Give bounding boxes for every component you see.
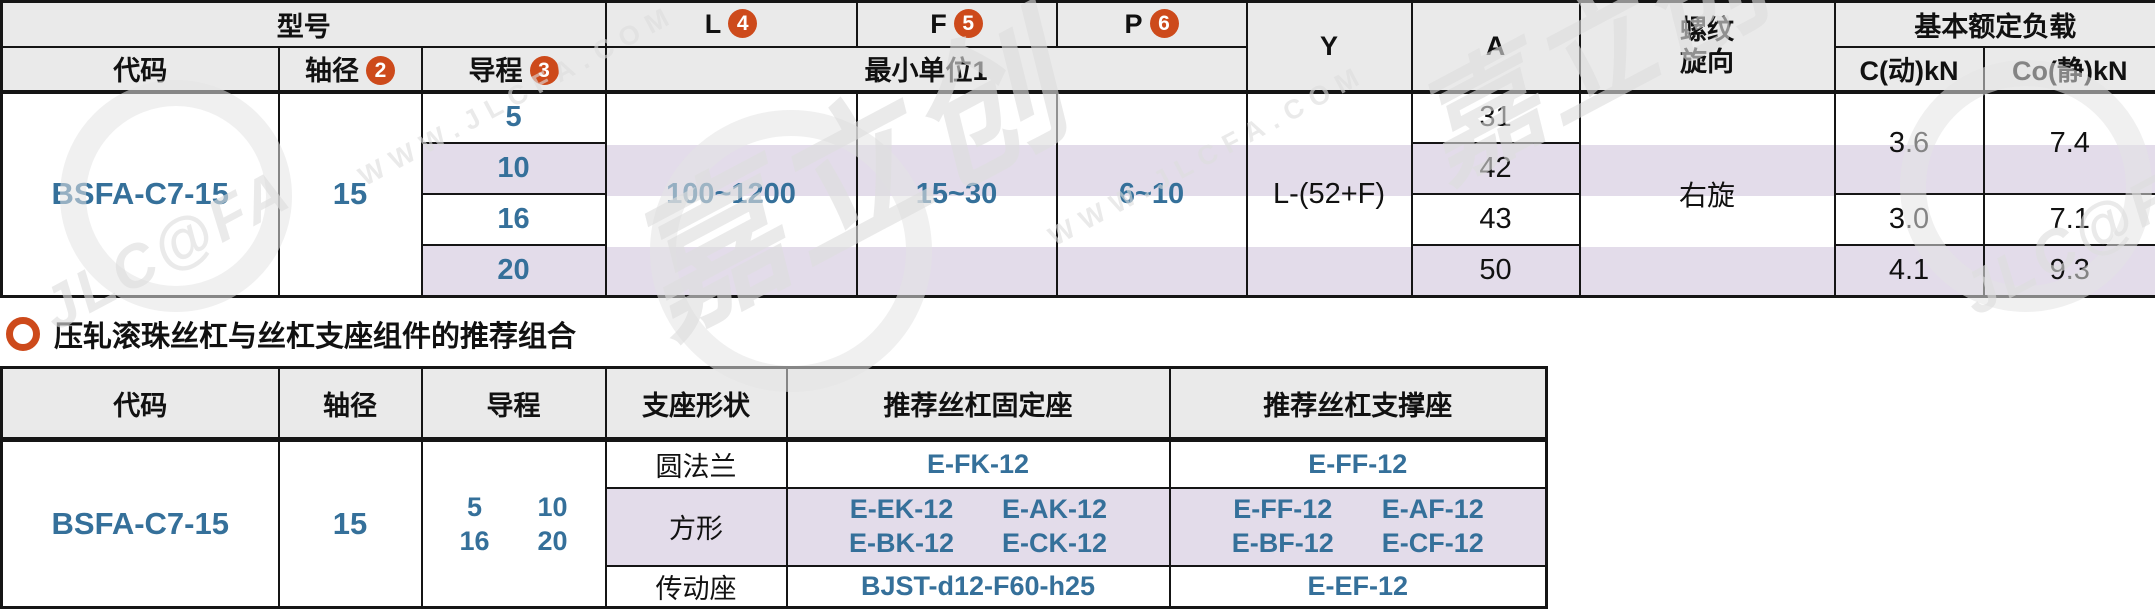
code-header-label: 代码 <box>113 390 168 421</box>
model-header-label: 型号 <box>276 11 331 42</box>
thread-header-line2: 旋向 <box>1680 47 1735 78</box>
shape-cell: 圆法兰 <box>604 438 788 489</box>
basic-load-label: 基本额定负载 <box>1914 11 2077 42</box>
badge-6-icon: 6 <box>1149 8 1179 38</box>
shaft-value-cell: 15 <box>277 438 423 609</box>
lead-values: 5 10 16 20 <box>424 491 604 557</box>
shape-header-cell: 支座形状 <box>604 366 788 442</box>
f-header-label: F <box>930 8 947 39</box>
thread-header-line1: 螺纹 <box>1680 15 1735 46</box>
lead-header-label: 导程 <box>486 390 541 421</box>
badge-5-icon: 5 <box>953 8 983 38</box>
f-range-cell: 15~30 <box>855 90 1058 298</box>
lead-value: 10 <box>537 491 568 522</box>
seat-code: E-FF-12 <box>1233 494 1333 524</box>
code-header-cell: 代码 <box>0 45 280 94</box>
thread-direction-cell: 右旋 <box>1578 90 1836 298</box>
fixed-seat-header-label: 推荐丝杠固定座 <box>883 390 1073 421</box>
p-range-cell: 6~10 <box>1055 90 1248 298</box>
c-static-cell: 9.3 <box>1982 243 2155 298</box>
seat-code: E-EK-12 <box>849 494 954 524</box>
a-value-cell: 43 <box>1410 192 1581 246</box>
code-value-cell: BSFA-C7-15 <box>0 90 280 298</box>
seat-code: E-BK-12 <box>848 528 954 558</box>
lead-value: 20 <box>537 525 568 556</box>
c-dynamic-cell: 4.1 <box>1833 243 1985 298</box>
support-seat-header-cell: 推荐丝杠支撑座 <box>1168 366 1548 442</box>
shaft-value-cell: 15 <box>277 90 423 298</box>
c-static-cell: 7.1 <box>1982 192 2155 246</box>
basic-load-header-cell: 基本额定负载 <box>1833 0 2155 48</box>
c-dynamic-header-cell: C(动)kN <box>1833 45 1985 94</box>
lead-value-cell: 20 <box>420 243 607 298</box>
c-static-label: Co(静)kN <box>2012 56 2128 86</box>
y-header-cell: Y <box>1245 0 1413 94</box>
seat-code: E-AK-12 <box>1002 494 1108 524</box>
fixed-seat-header-cell: 推荐丝杠固定座 <box>785 366 1171 442</box>
badge-4-icon: 4 <box>728 8 758 38</box>
section-bullet-icon <box>6 317 40 351</box>
y-formula-cell: L-(52+F) <box>1245 90 1413 298</box>
lead-header-cell: 导程 3 <box>420 45 607 94</box>
code-header-label: 代码 <box>113 56 168 86</box>
lead-value-cell: 10 <box>420 141 607 195</box>
a-value-cell: 31 <box>1410 90 1581 144</box>
l-header-label: L <box>704 8 722 39</box>
shaft-header-label: 轴径 <box>323 390 377 421</box>
support-seat-codes: E-FF-12 E-AF-12 E-BF-12 E-CF-12 <box>1172 494 1545 559</box>
a-header-cell: A <box>1410 0 1581 94</box>
c-dynamic-cell: 3.6 <box>1833 90 1985 195</box>
support-seat-cell: E-FF-12 E-AF-12 E-BF-12 E-CF-12 <box>1168 486 1548 567</box>
shape-header-label: 支座形状 <box>642 390 750 421</box>
code-value-cell: BSFA-C7-15 <box>0 438 280 609</box>
y-header-label: Y <box>1320 30 1339 61</box>
support-seat-header-label: 推荐丝杠支撑座 <box>1263 390 1453 421</box>
fixed-seat-cell: E-FK-12 <box>785 438 1171 489</box>
thread-direction-header-cell: 螺纹 旋向 <box>1578 0 1836 94</box>
lead-value-cell: 5 <box>420 90 607 144</box>
shape-cell: 传动座 <box>604 564 788 609</box>
lead-header-label: 导程 <box>468 56 523 86</box>
lead-value: 16 <box>459 525 490 556</box>
fixed-seat-cell: E-EK-12 E-AK-12 E-BK-12 E-CK-12 <box>785 486 1171 567</box>
min-unit-header-cell: 最小单位1 <box>604 45 1248 94</box>
shaft-header-cell: 轴径 <box>277 366 423 442</box>
c-static-header-cell: Co(静)kN <box>1982 45 2155 94</box>
fixed-seat-cell: BJST-d12-F60-h25 <box>785 564 1171 609</box>
lead-value: 5 <box>466 491 482 522</box>
support-seat-cell: E-FF-12 <box>1168 438 1548 489</box>
combo-table: 代码 轴径 导程 支座形状 推荐丝杠固定座 推荐丝杠支撑座 BSFA-C7-15… <box>0 366 1548 609</box>
seat-code: E-CK-12 <box>1002 528 1108 558</box>
section-title: 压轧滚珠丝杠与丝杠支座组件的推荐组合 <box>6 310 576 358</box>
seat-code: E-AF-12 <box>1381 494 1484 524</box>
code-header-cell: 代码 <box>0 366 280 442</box>
badge-3-icon: 3 <box>529 56 559 85</box>
model-header-cell: 型号 <box>0 0 607 48</box>
p-header-label: P <box>1124 8 1143 39</box>
c-static-cell: 7.4 <box>1982 90 2155 195</box>
c-dynamic-label: C(动)kN <box>1859 56 1959 86</box>
lead-header-cell: 导程 <box>420 366 607 442</box>
shaft-header-label: 轴径 <box>305 56 359 86</box>
seat-code: E-BF-12 <box>1231 528 1334 558</box>
lead-value-cell: 16 <box>420 192 607 246</box>
a-value-cell: 50 <box>1410 243 1581 298</box>
a-header-label: A <box>1485 30 1506 61</box>
c-dynamic-cell: 3.0 <box>1833 192 1985 246</box>
seat-code: E-CF-12 <box>1381 528 1484 558</box>
shaft-header-cell: 轴径 2 <box>277 45 423 94</box>
l-range-cell: 100~1200 <box>604 90 858 298</box>
badge-2-icon: 2 <box>366 56 395 85</box>
min-unit-label: 最小单位1 <box>864 56 988 86</box>
support-seat-cell: E-EF-12 <box>1168 564 1548 609</box>
fixed-seat-codes: E-EK-12 E-AK-12 E-BK-12 E-CK-12 <box>789 494 1168 559</box>
section-title-label: 压轧滚珠丝杠与丝杠支座组件的推荐组合 <box>54 321 577 353</box>
a-value-cell: 42 <box>1410 141 1581 195</box>
shape-cell: 方形 <box>604 486 788 567</box>
lead-values-cell: 5 10 16 20 <box>420 438 607 609</box>
